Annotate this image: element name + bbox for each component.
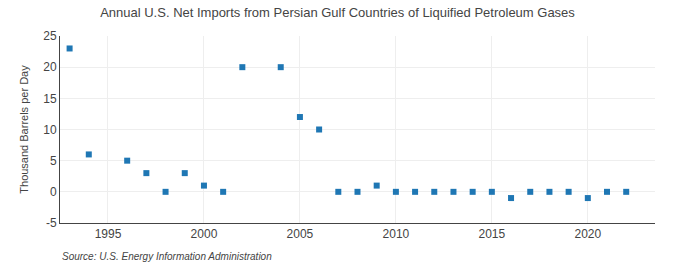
svg-text:Annual U.S. Net Imports from P: Annual U.S. Net Imports from Persian Gul… bbox=[100, 5, 575, 20]
svg-text:15: 15 bbox=[43, 92, 57, 106]
svg-text:1995: 1995 bbox=[95, 227, 122, 241]
svg-text:5: 5 bbox=[50, 154, 57, 168]
svg-text:10: 10 bbox=[43, 123, 57, 137]
svg-text:2005: 2005 bbox=[287, 227, 314, 241]
svg-text:0: 0 bbox=[50, 185, 57, 199]
svg-text:2020: 2020 bbox=[574, 227, 601, 241]
svg-text:25: 25 bbox=[43, 29, 57, 43]
svg-text:2015: 2015 bbox=[478, 227, 505, 241]
svg-text:-5: -5 bbox=[46, 216, 57, 230]
svg-text:Thousand Barrels per Day: Thousand Barrels per Day bbox=[18, 65, 30, 194]
svg-text:20: 20 bbox=[43, 60, 57, 74]
svg-text:2010: 2010 bbox=[383, 227, 410, 241]
svg-text:Source: U.S. Energy Informatio: Source: U.S. Energy Information Administ… bbox=[62, 251, 272, 262]
svg-text:2000: 2000 bbox=[191, 227, 218, 241]
